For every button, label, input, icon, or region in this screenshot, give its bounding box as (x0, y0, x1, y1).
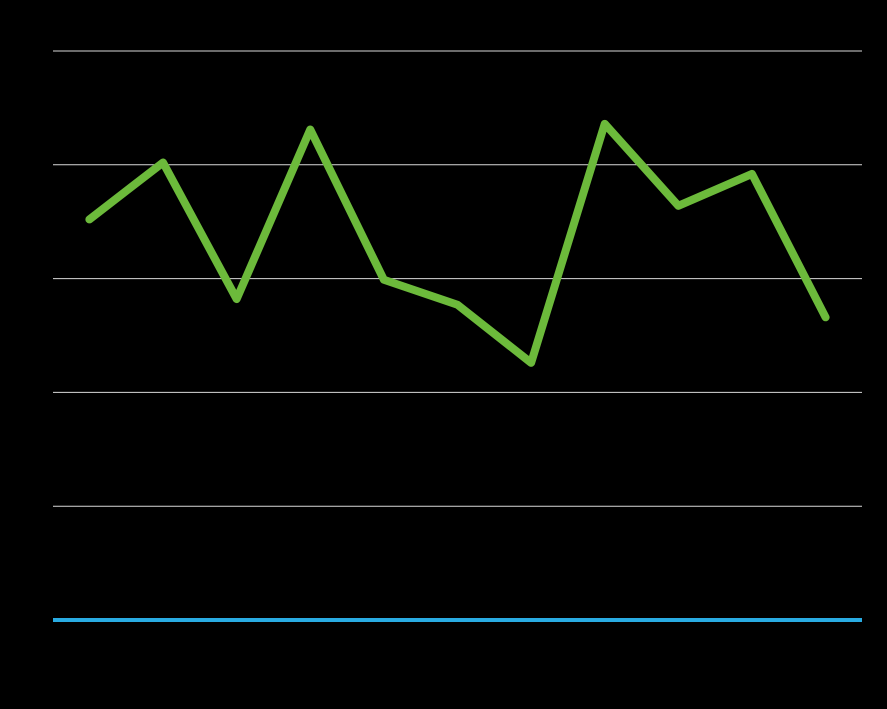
chart-svg (0, 0, 887, 709)
chart-background (0, 0, 887, 709)
line-chart (0, 0, 887, 709)
